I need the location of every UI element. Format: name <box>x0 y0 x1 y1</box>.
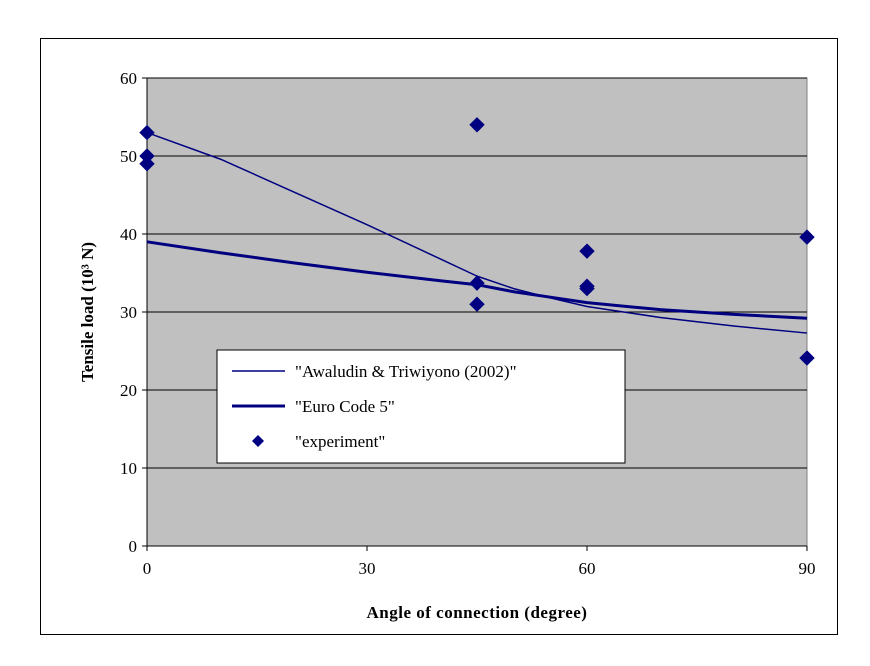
x-tick-label: 60 <box>579 559 596 578</box>
legend: "Awaludin & Triwiyono (2002)" "Euro Code … <box>217 350 625 463</box>
legend-label: "experiment" <box>295 432 385 451</box>
legend-label: "Euro Code 5" <box>295 397 395 416</box>
y-tick-label: 20 <box>120 381 137 400</box>
y-tick-label: 60 <box>120 69 137 88</box>
x-tick-label: 0 <box>143 559 152 578</box>
chart-frame: 0 10 20 30 40 50 60 0 30 60 90 "Awaludin & Triwiyo… <box>40 38 838 635</box>
y-axis-title: Tensile load (10³ N) <box>78 242 97 382</box>
y-tick-label: 50 <box>120 147 137 166</box>
x-tick-label: 90 <box>799 559 816 578</box>
x-tick-label: 30 <box>359 559 376 578</box>
y-tick-label: 30 <box>120 303 137 322</box>
y-tick-label: 0 <box>129 537 138 556</box>
y-tick-label: 10 <box>120 459 137 478</box>
y-tick-label: 40 <box>120 225 137 244</box>
legend-label: "Awaludin & Triwiyono (2002)" <box>295 362 517 381</box>
x-axis-title: Angle of connection (degree) <box>367 603 588 622</box>
chart: 0 10 20 30 40 50 60 0 30 60 90 "Awaludin & Triwiyo… <box>41 39 837 634</box>
